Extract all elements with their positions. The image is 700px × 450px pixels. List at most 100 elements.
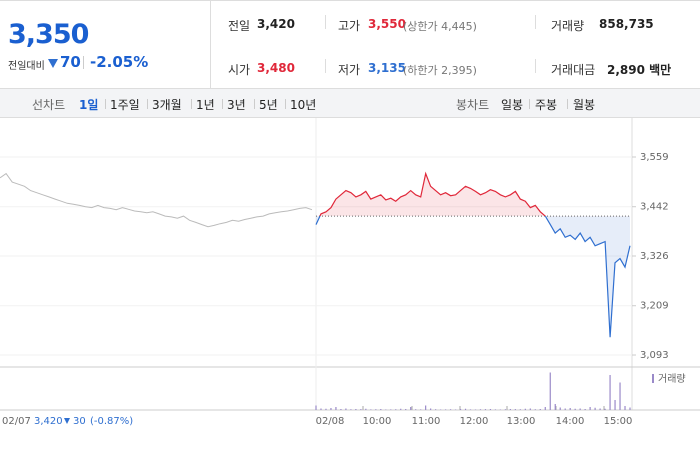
tab-bar: 선차트 1일 1주일 3개월 1년 3년 5년 10년 봉차트 일봉 주봉 월봉: [0, 88, 700, 118]
candle-tab[interactable]: 일봉: [501, 98, 524, 112]
prev-change: 30: [73, 416, 86, 427]
separator: [254, 99, 255, 109]
period-tab[interactable]: 1일: [79, 98, 99, 112]
volume-bar: [484, 409, 487, 410]
volume-bar: [425, 405, 427, 410]
separator: [567, 99, 568, 109]
x-tick-label: 02/08: [316, 416, 345, 427]
x-tick-label: 12:00: [460, 416, 489, 427]
volume-bar: [569, 408, 571, 410]
separator: [535, 15, 536, 29]
volume-bar: [579, 408, 581, 410]
volume-bar: [549, 372, 551, 410]
volume-bar: [444, 409, 447, 410]
volume-bar: [405, 409, 407, 410]
stat-label: 거래대금: [551, 63, 596, 77]
volume-bar: [479, 409, 482, 410]
volume-bar: [574, 408, 576, 410]
stat-note: (하한가 2,395): [403, 64, 477, 77]
volume-bar: [564, 408, 566, 410]
x-tick-label: 11:00: [412, 416, 441, 427]
volume-bar: [360, 409, 362, 410]
x-tick-label: 15:00: [604, 416, 633, 427]
volume-bar: [619, 382, 621, 410]
change-pct: -2.05%: [90, 53, 149, 71]
current-price: 3,350: [8, 19, 89, 50]
volume-bar: [410, 407, 412, 410]
volume-bar: [544, 407, 546, 410]
stat-label: 고가: [338, 19, 361, 33]
candle-tab[interactable]: 주봉: [535, 98, 558, 112]
volume-bar: [449, 409, 452, 410]
candle-tab[interactable]: 월봉: [573, 98, 596, 112]
volume-bar: [454, 409, 457, 410]
prev-close: 3,420: [34, 416, 63, 427]
volume-bar: [464, 408, 467, 410]
volume-legend-swatch: [652, 374, 654, 383]
volume-bar: [509, 409, 511, 410]
volume-bar: [415, 409, 417, 410]
volume-bar: [609, 375, 611, 410]
volume-bar: [380, 409, 382, 410]
separator: [191, 99, 192, 109]
separator: [210, 1, 211, 89]
volume-bar: [400, 408, 402, 410]
volume-bar: [355, 409, 357, 410]
volume-bar: [604, 408, 606, 410]
y-tick-label: 3,559: [640, 152, 669, 163]
volume-bar: [435, 409, 437, 410]
y-tick-label: 3,209: [640, 301, 669, 312]
volume-bar: [375, 409, 377, 410]
volume-bar: [430, 408, 432, 410]
separator: [535, 59, 536, 73]
volume-bar: [614, 400, 616, 410]
separator: [285, 99, 286, 109]
stat-value: 3,420: [257, 17, 295, 31]
area-up: [319, 173, 546, 217]
volume-bar: [420, 409, 422, 410]
volume-bar: [539, 409, 541, 410]
period-tab[interactable]: 10년: [290, 98, 317, 112]
down-triangle: [48, 59, 58, 68]
separator: [105, 99, 106, 109]
volume-bar: [524, 408, 526, 410]
volume-legend: 거래량: [658, 373, 686, 385]
stat-value: 3,480: [257, 61, 295, 75]
line-down: [315, 216, 631, 338]
down-triangle: [64, 418, 70, 424]
period-tab[interactable]: 5년: [259, 98, 278, 112]
prev-change-pct: (-0.87%): [90, 416, 133, 427]
volume-bar: [365, 408, 367, 410]
x-tick-label: 13:00: [507, 416, 536, 427]
volume-bar: [629, 407, 631, 410]
area-down: [316, 216, 630, 338]
period-tab[interactable]: 3개월: [152, 98, 182, 112]
period-tab[interactable]: 3년: [227, 98, 246, 112]
volume-bar: [489, 409, 492, 410]
y-tick-label: 3,093: [640, 350, 669, 361]
volume-bar: [340, 409, 342, 410]
volume-bar: [559, 407, 561, 410]
volume-bar: [440, 409, 442, 410]
volume-bar: [624, 406, 626, 410]
volume-bar: [519, 409, 521, 410]
y-tick-label: 3,326: [640, 251, 669, 262]
volume-bar: [345, 408, 347, 410]
volume-bar: [589, 407, 591, 410]
volume-bar: [494, 409, 497, 410]
prev-day-line: [0, 172, 313, 228]
period-tab[interactable]: 1주일: [110, 98, 140, 112]
volume-bar: [499, 409, 502, 410]
volume-bar: [554, 404, 556, 410]
stat-label: 시가: [228, 63, 251, 77]
period-tab[interactable]: 1년: [196, 98, 215, 112]
stat-label: 저가: [338, 63, 361, 77]
volume-bar: [320, 408, 322, 410]
volume-bar: [584, 409, 586, 410]
separator: [83, 56, 84, 69]
x-tick-label: 14:00: [556, 416, 585, 427]
volume-bar: [504, 409, 506, 410]
line-up: [319, 171, 546, 217]
